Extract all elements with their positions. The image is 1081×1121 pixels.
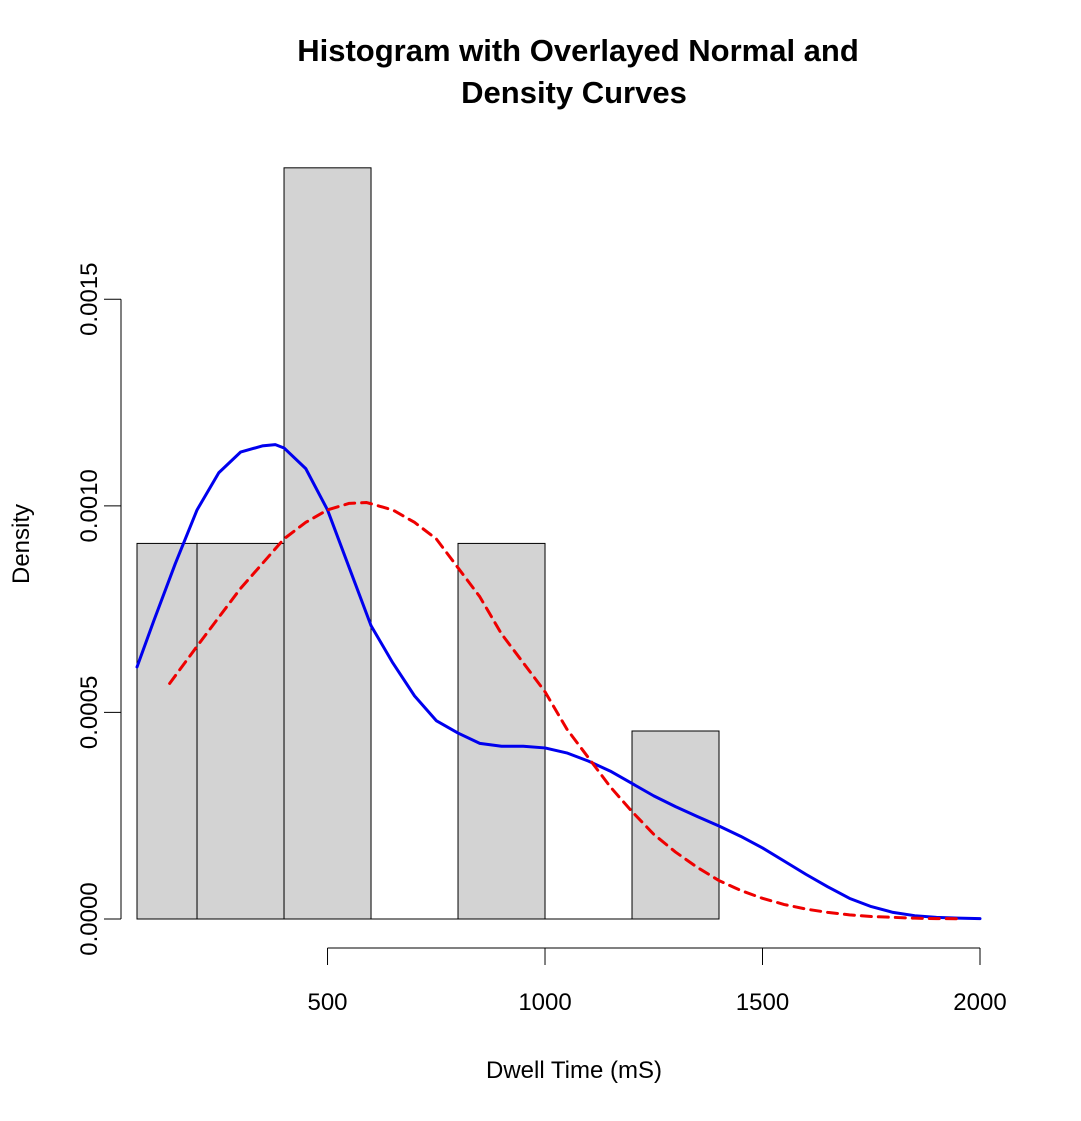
y-tick-label: 0.0000 (76, 882, 103, 955)
x-tick-label: 1000 (518, 989, 571, 1016)
histogram-bars (136, 167, 720, 920)
x-axis: 500 1000 1500 2000 (307, 947, 1007, 1016)
curve-layer (135, 443, 982, 921)
histogram-bar-1 (196, 542, 285, 920)
chart-title-line-2: Density Curves (461, 75, 687, 110)
y-tick-label: 0.0010 (76, 469, 103, 542)
y-tick-label: 0.0005 (76, 676, 103, 749)
x-tick-label: 2000 (953, 989, 1006, 1016)
x-tick-label: 500 (307, 989, 347, 1016)
normal-curve-line (168, 501, 960, 921)
y-axis-label: Density (8, 504, 35, 584)
histogram-bar-4 (457, 542, 546, 920)
y-tick-label: 0.0015 (76, 263, 103, 336)
x-axis-label: Dwell Time (mS) (486, 1057, 662, 1084)
histogram-bar-6 (631, 730, 720, 920)
chart-title-line-1: Histogram with Overlayed Normal and (297, 33, 859, 68)
histogram-bar-2 (283, 167, 372, 920)
y-axis: 0.0000 0.0005 0.0010 0.0015 (76, 263, 122, 956)
density-curve-line (135, 443, 982, 921)
x-tick-label: 1500 (736, 989, 789, 1016)
histogram-bar-0 (136, 542, 198, 920)
